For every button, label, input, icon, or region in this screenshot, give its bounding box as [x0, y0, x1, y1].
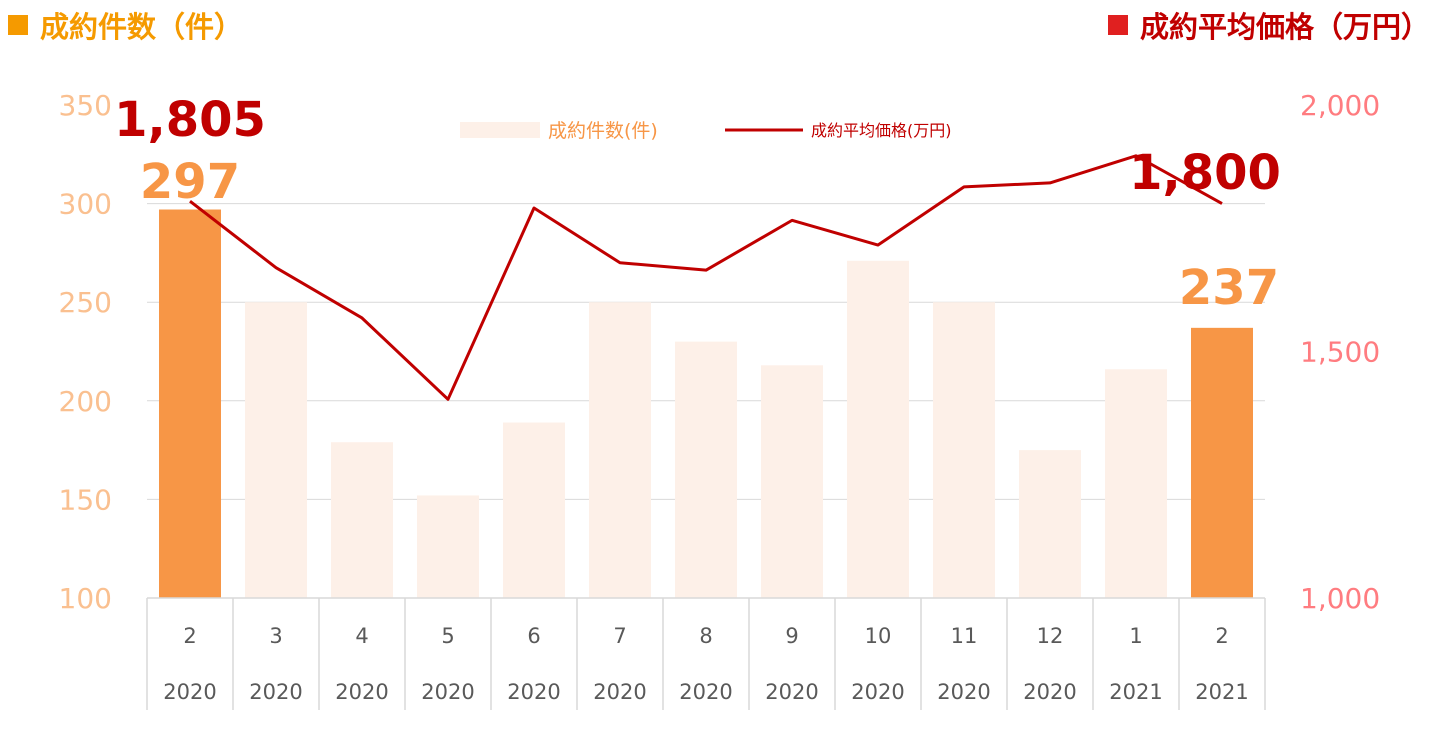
right-axis-tick-label: 2,000: [1300, 89, 1380, 122]
category-month-label: 2: [1215, 624, 1228, 648]
right-axis-title-text: 成約平均価格（万円）: [1139, 10, 1430, 44]
legend-bar-swatch: [460, 122, 540, 138]
category-year-label: 2020: [851, 680, 904, 704]
bar: [675, 341, 737, 598]
category-month-label: 1: [1129, 624, 1142, 648]
category-month-label: 12: [1037, 624, 1064, 648]
category-year-label: 2021: [1109, 680, 1162, 704]
bar: [1105, 369, 1167, 598]
category-year-label: 2020: [421, 680, 474, 704]
left-axis-tick-label: 150: [59, 483, 112, 516]
right-axis-tick-label: 1,000: [1300, 582, 1380, 615]
annotation-last-price: 1,800: [1129, 145, 1281, 201]
category-month-label: 10: [865, 624, 892, 648]
category-month-label: 8: [699, 624, 712, 648]
left-axis-tick-label: 200: [59, 385, 112, 418]
legend-line-label: 成約平均価格(万円): [811, 121, 952, 140]
category-year-label: 2020: [335, 680, 388, 704]
bar: [847, 260, 909, 598]
bar: [245, 302, 307, 598]
left-axis-title: 成約件数（件）: [8, 4, 243, 46]
right-axis-title: 成約平均価格（万円）: [1107, 4, 1430, 46]
category-year-label: 2020: [249, 680, 302, 704]
category-year-label: 2020: [163, 680, 216, 704]
category-year-label: 2020: [593, 680, 646, 704]
left-axis-title-text: 成約件数（件）: [40, 10, 244, 44]
category-year-label: 2020: [765, 680, 818, 704]
category-year-label: 2021: [1195, 680, 1248, 704]
category-month-label: 4: [355, 624, 368, 648]
bar: [761, 365, 823, 598]
annotation-last-count: 237: [1179, 260, 1279, 316]
bar: [933, 302, 995, 598]
category-year-label: 2020: [1023, 680, 1076, 704]
right-axis-tick-label: 1,500: [1300, 336, 1380, 369]
category-month-label: 9: [785, 624, 798, 648]
category-month-label: 7: [613, 624, 626, 648]
bar: [417, 495, 479, 598]
red-square-icon: [1107, 15, 1128, 35]
category-year-label: 2020: [937, 680, 990, 704]
bar: [589, 302, 651, 598]
category-year-label: 2020: [679, 680, 732, 704]
bar: [331, 442, 393, 598]
left-axis-tick-label: 250: [59, 286, 112, 319]
left-axis-tick-label: 100: [59, 582, 112, 615]
category-month-label: 5: [441, 624, 454, 648]
legend-bar-label: 成約件数(件): [548, 120, 658, 142]
bar: [1191, 327, 1253, 598]
bar: [159, 209, 221, 599]
price-line: [189, 154, 1223, 401]
category-month-label: 2: [183, 624, 196, 648]
bar: [503, 422, 565, 598]
orange-square-icon: [8, 15, 28, 35]
category-year-label: 2020: [507, 680, 560, 704]
category-month-label: 11: [951, 624, 978, 648]
left-axis-tick-label: 350: [59, 89, 112, 122]
bar: [1019, 450, 1081, 598]
annotation-first-price: 1,805: [114, 92, 266, 148]
left-axis-tick-label: 300: [59, 188, 112, 221]
annotation-first-count: 297: [140, 154, 240, 210]
category-month-label: 6: [527, 624, 540, 648]
category-month-label: 3: [269, 624, 282, 648]
